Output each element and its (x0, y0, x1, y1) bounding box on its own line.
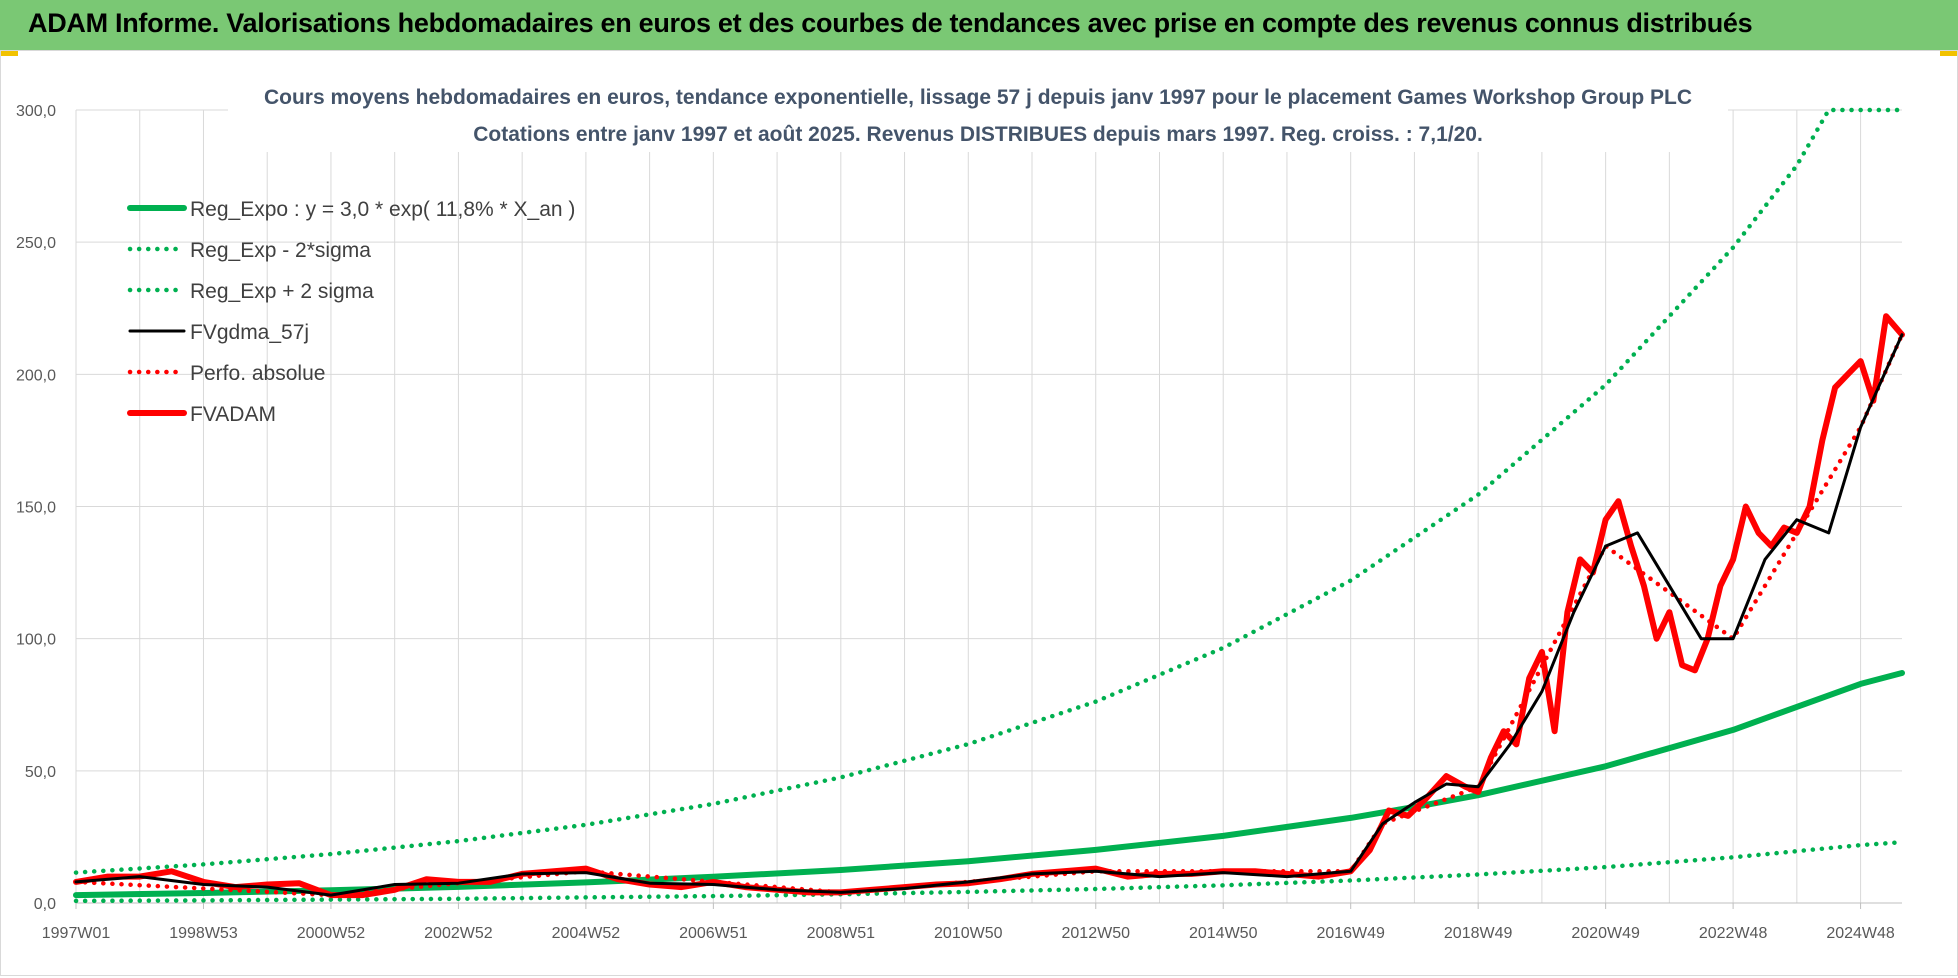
x-tick-label: 2010W50 (934, 925, 1003, 942)
banner-title: ADAM Informe. Valorisations hebdomadaire… (28, 8, 1753, 38)
x-tick-label: 2012W50 (1062, 925, 1131, 942)
chart-subtitle: Cotations entre janv 1997 et août 2025. … (473, 123, 1483, 146)
y-tick-label: 100,0 (16, 632, 56, 649)
legend-label: Reg_Exp - 2*sigma (190, 239, 371, 262)
y-tick-label: 150,0 (16, 500, 56, 517)
x-tick-label: 1998W53 (169, 925, 238, 942)
y-tick-label: 0,0 (34, 896, 56, 913)
banner-corner-left (0, 50, 18, 56)
y-tick-label: 300,0 (16, 103, 56, 120)
y-tick-label: 250,0 (16, 235, 56, 252)
series-line (73, 313, 1905, 899)
series-line (73, 332, 1905, 898)
series-line (74, 333, 1904, 897)
x-tick-label: 2022W48 (1699, 925, 1768, 942)
x-axis-ticks: 1997W01 1998W53 2000W52 2002W52 2004W52 2006W… (42, 902, 1902, 942)
banner-corner-right (1940, 50, 1958, 56)
title-banner: ADAM Informe. Valorisations hebdomadaire… (0, 0, 1958, 50)
x-tick-label: 2008W51 (807, 925, 876, 942)
x-tick-label: 2002W52 (424, 925, 493, 942)
x-tick-label: 2024W48 (1826, 925, 1895, 942)
legend-label: FVADAM (190, 403, 276, 426)
y-tick-label: 50,0 (25, 764, 56, 781)
x-tick-label: 2000W52 (297, 925, 366, 942)
series-line (73, 839, 1905, 904)
y-tick-label: 200,0 (16, 367, 56, 384)
x-tick-label: 2014W50 (1189, 925, 1258, 942)
series-lines (73, 107, 1905, 904)
x-tick-label: 1997W01 (42, 925, 111, 942)
legend-label: Reg_Exp + 2 sigma (190, 280, 374, 303)
series-line (73, 670, 1905, 899)
legend-label: Perfo. absolue (190, 362, 325, 385)
grid-lines (75, 109, 1902, 904)
legend-label: Reg_Expo : y = 3,0 * exp( 11,8% * X_an ) (190, 198, 575, 221)
x-tick-label: 2016W49 (1316, 925, 1385, 942)
x-tick-label: 2004W52 (552, 925, 621, 942)
y-axis-ticks: 0,0 50,0 100,0 150,0 200,0 250,0 300,0 (16, 103, 56, 913)
x-tick-label: 2020W49 (1571, 925, 1640, 942)
chart-title: Cours moyens hebdomadaires en euros, ten… (264, 86, 1692, 109)
legend-label: FVgdma_57j (190, 321, 309, 344)
title-background (228, 78, 1728, 152)
x-tick-label: 2018W49 (1444, 925, 1513, 942)
x-tick-label: 2006W51 (679, 925, 748, 942)
legend: Reg_Expo : y = 3,0 * exp( 11,8% * X_an )… (127, 198, 575, 426)
series-line (73, 107, 1905, 875)
